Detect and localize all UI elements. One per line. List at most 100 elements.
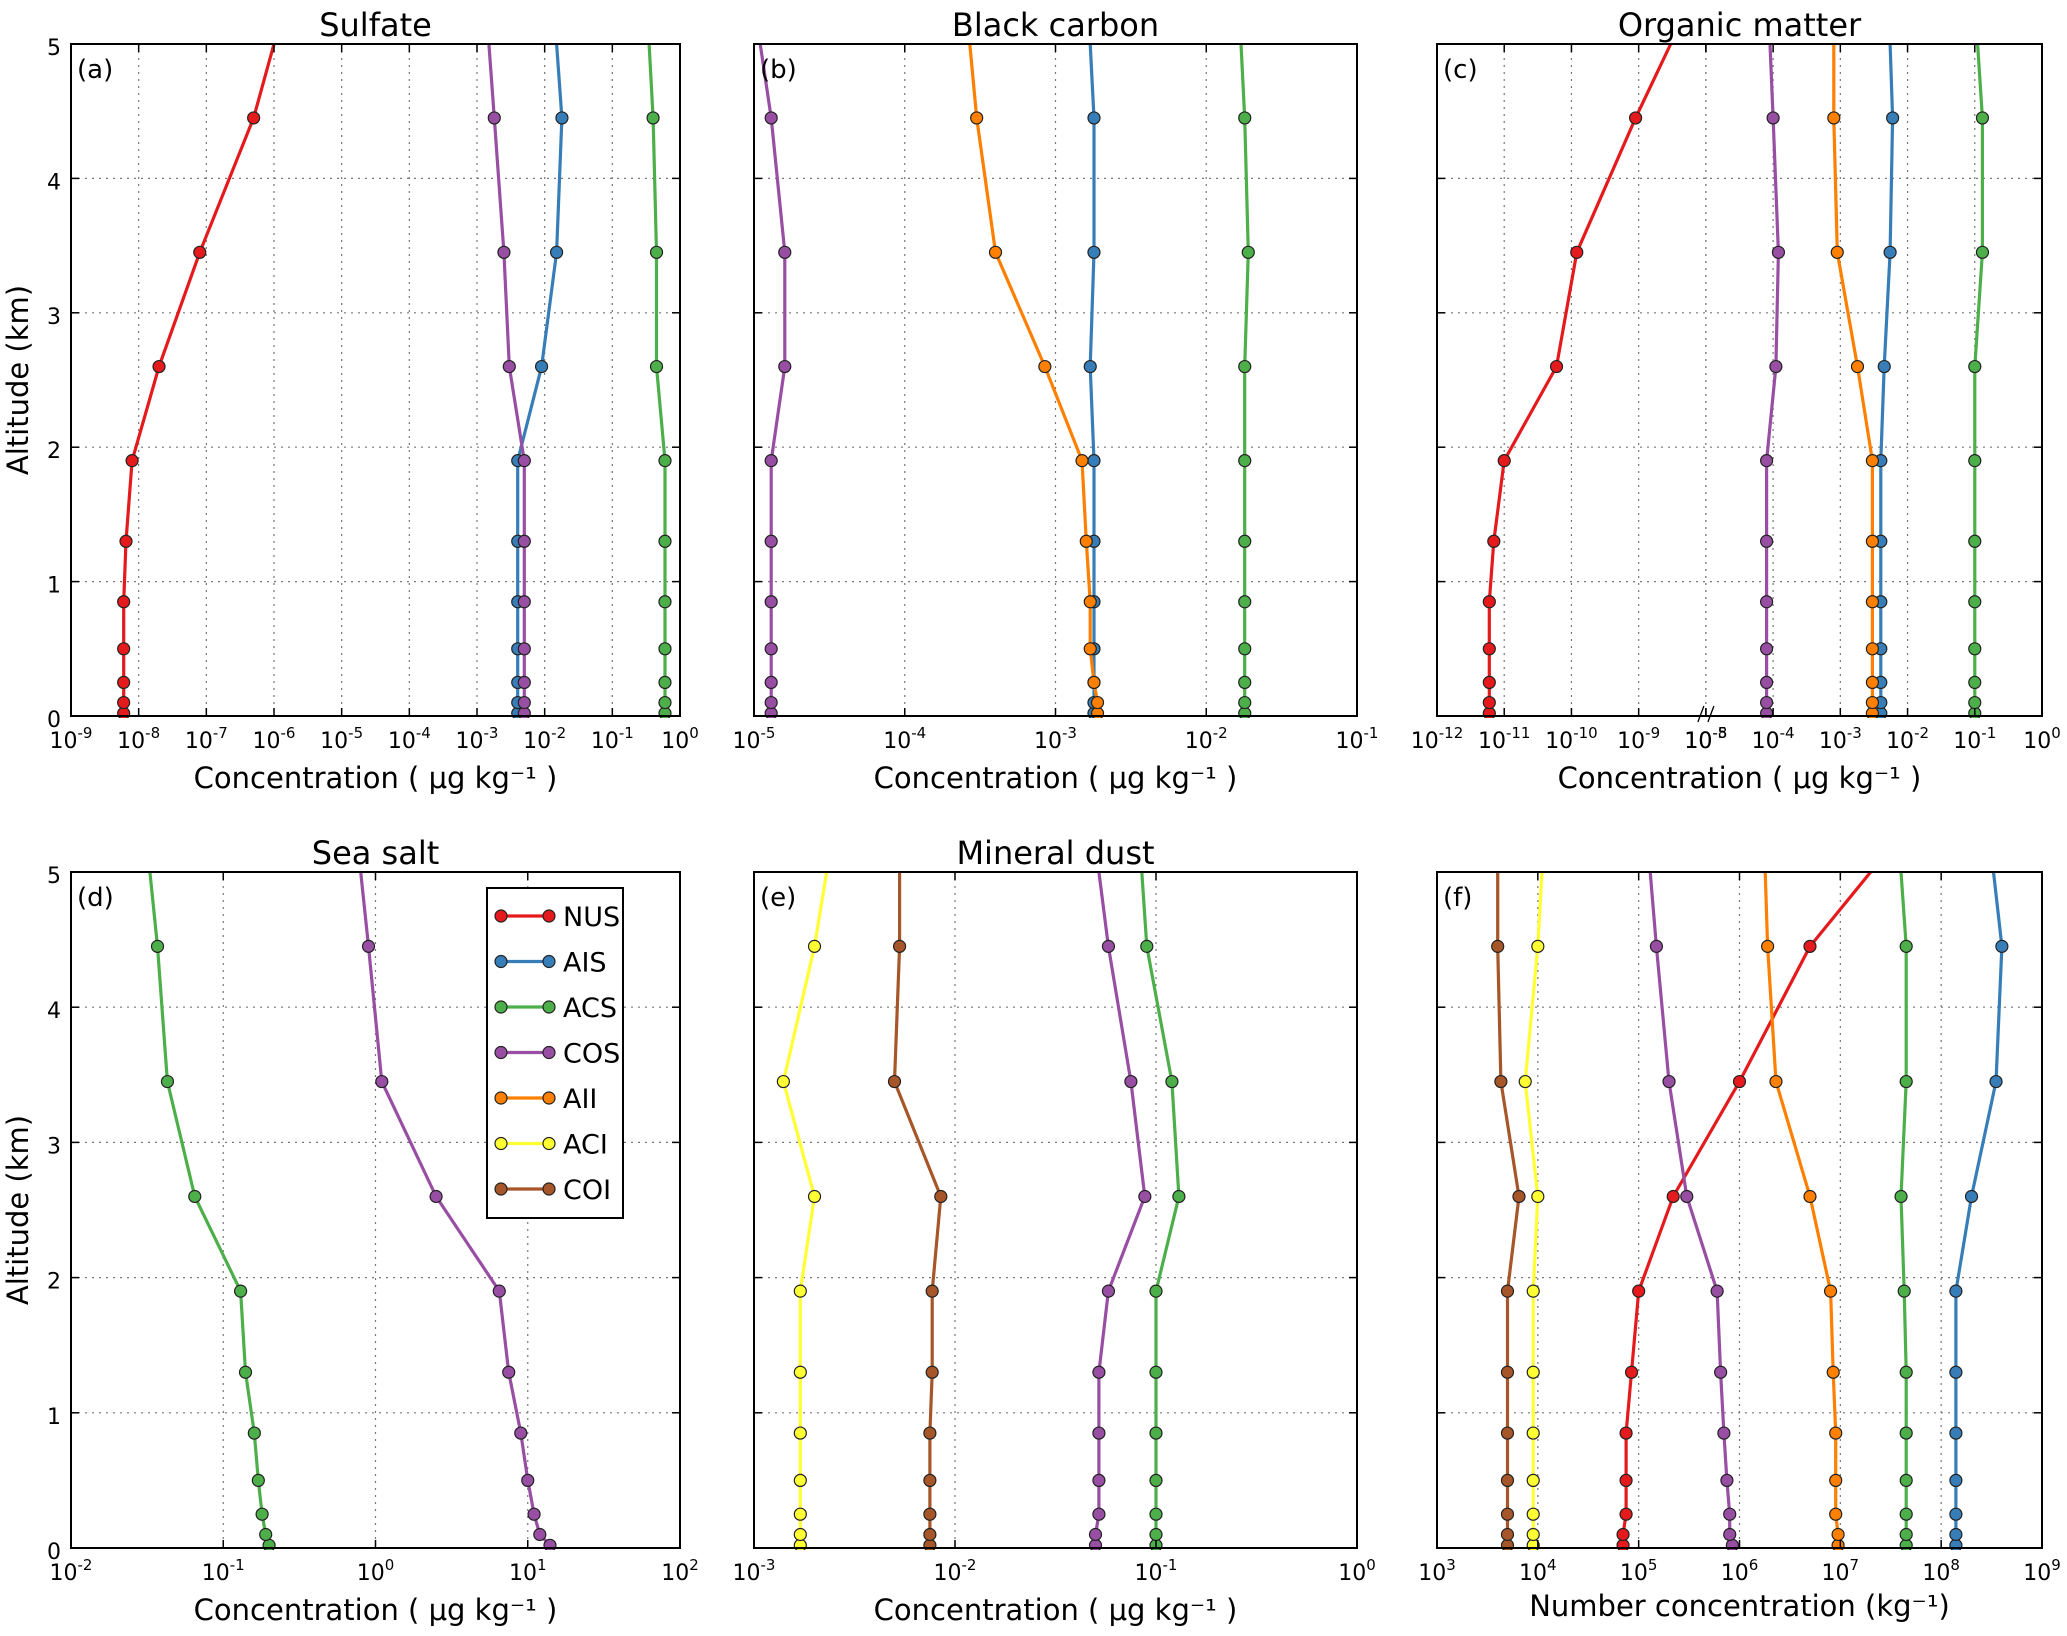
data-point-NUS	[1616, 1538, 1630, 1550]
x-tick-label: 100	[2023, 724, 2061, 754]
x-tick-label: 10-1	[1953, 724, 1996, 754]
legend-marker-ACS	[542, 1000, 556, 1014]
legend-label-ACI: ACI	[563, 1130, 608, 1161]
data-point-ACS	[658, 695, 672, 710]
data-point-ACS	[233, 1284, 248, 1298]
data-point-AII	[1769, 1074, 1783, 1089]
data-point-COI	[1512, 1189, 1526, 1204]
legend: NUS AIS ACS COS AII ACI COI	[486, 887, 624, 1219]
x-tick-label: 10-8	[1684, 724, 1727, 754]
data-point-NUS	[1628, 111, 1643, 125]
legend-marker-COI	[494, 1182, 508, 1196]
data-point-ACS	[1968, 675, 1982, 690]
series-line-ACI	[781, 871, 829, 1546]
y-tick-label: 5	[47, 864, 61, 889]
data-point-NUS	[1570, 245, 1584, 259]
data-point-ACS	[1975, 111, 1990, 125]
data-point-COS	[517, 454, 531, 468]
data-point-ACS	[1149, 1473, 1163, 1488]
series-line-AII	[1763, 871, 1840, 1546]
x-axis-label: Concentration ( μg kg⁻¹ )	[874, 1593, 1238, 1627]
series-line-NUS	[122, 43, 276, 714]
data-point-ACS	[1149, 1284, 1163, 1298]
data-point-COI	[925, 1365, 939, 1379]
x-tick-label: 109	[2023, 1556, 2061, 1586]
data-point-NUS	[125, 454, 139, 468]
data-point-NUS	[1549, 359, 1564, 374]
series-line-AIS	[1954, 871, 2004, 1546]
x-tick-label: 100	[661, 724, 699, 754]
data-point-AIS	[555, 111, 569, 125]
data-point-AIS	[1087, 454, 1101, 468]
panel-b: 10-5 10-4 10-3 10-2 10-1 Black carbon (b) Conce…	[733, 6, 1379, 795]
legend-marker-COS	[542, 1045, 556, 1060]
legend-marker-COS	[494, 1045, 508, 1060]
data-point-COS	[1138, 1189, 1152, 1204]
series-group	[1482, 43, 1990, 718]
panel-label: (d)	[77, 883, 114, 913]
data-point-NUS	[1487, 534, 1501, 548]
x-tick-label: 10-11	[1478, 724, 1531, 754]
x-tick-label: 10-3	[1819, 724, 1862, 754]
panel-label: (e)	[760, 883, 796, 913]
data-point-ACI	[1526, 1507, 1540, 1521]
data-point-NUS	[1482, 695, 1496, 710]
legend-label-ACS: ACS	[563, 993, 617, 1024]
x-tick-label: 10-2	[523, 724, 566, 754]
panel-d: 10-2 10-1 100 101 102 0 1 2 3 4 5 Sea salt (d) Concen…	[1, 834, 699, 1627]
data-point-ACS	[1238, 454, 1252, 468]
data-point-ACI	[793, 1365, 807, 1379]
data-point-COI	[892, 939, 907, 953]
data-point-ACS	[1899, 1473, 1913, 1488]
data-point-AIS	[1087, 245, 1101, 259]
data-point-NUS	[1482, 642, 1496, 656]
x-tick-label: 108	[1922, 1556, 1960, 1586]
data-point-COS	[1759, 642, 1774, 656]
data-point-COI	[1500, 1284, 1515, 1298]
data-point-COI	[923, 1426, 937, 1440]
data-point-COI	[1491, 939, 1505, 953]
x-tick-label: 101	[509, 1556, 547, 1586]
data-point-ACS	[646, 111, 660, 125]
y-tick-label: 5	[47, 36, 61, 61]
plot-frame	[70, 43, 681, 717]
legend-marker-AII	[494, 1091, 508, 1105]
y-axis-label: Altitude (km)	[1, 285, 35, 475]
data-point-ACI	[793, 1284, 807, 1298]
data-point-COS	[764, 111, 778, 125]
data-point-COS	[1759, 454, 1774, 468]
grid	[754, 44, 1357, 716]
series-line-ACS	[1973, 43, 1985, 714]
data-point-NUS	[1619, 1426, 1633, 1440]
data-point-NUS	[119, 534, 133, 548]
grid	[754, 872, 1357, 1548]
data-point-COS	[1092, 1507, 1106, 1521]
data-point-COS	[778, 245, 792, 259]
legend-label-COS: COS	[563, 1039, 620, 1070]
x-tick-label: 10-1	[591, 724, 634, 754]
data-point-AIS	[1886, 111, 1900, 125]
data-point-AIS	[1949, 1365, 1963, 1379]
data-point-ACS	[1968, 595, 1982, 609]
data-point-ACS	[1968, 642, 1982, 656]
data-point-ACS	[1899, 939, 1913, 953]
data-point-NUS	[1482, 675, 1496, 690]
data-point-AII	[970, 111, 984, 125]
series-line-COI	[892, 872, 943, 1546]
y-tick-label: 1	[47, 1405, 61, 1430]
data-point-NUS	[1497, 454, 1511, 468]
panel-title: Black carbon	[952, 6, 1159, 44]
data-point-ACS	[1238, 675, 1252, 690]
x-tick-label: 10-4	[388, 724, 431, 754]
data-point-AII	[1761, 939, 1775, 953]
data-point-COS	[1759, 595, 1774, 609]
data-point-NUS	[1803, 939, 1817, 953]
data-point-COS	[1723, 1507, 1737, 1521]
series-line-ACS	[1239, 43, 1250, 714]
data-point-COI	[1500, 1365, 1515, 1379]
data-point-ACS	[1165, 1074, 1179, 1089]
data-point-AIS	[1949, 1527, 1963, 1542]
data-point-ACS	[1238, 642, 1252, 656]
data-point-AII	[1829, 1507, 1843, 1521]
x-tick-label: 107	[1822, 1556, 1860, 1586]
